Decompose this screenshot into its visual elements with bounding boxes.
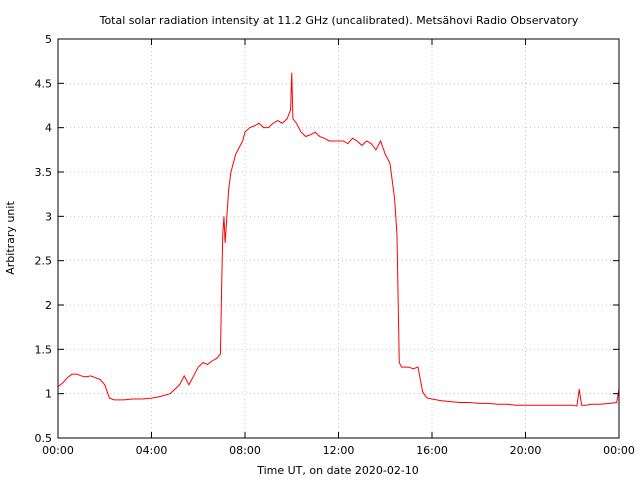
y-tick-label: 3 bbox=[45, 210, 52, 223]
grid bbox=[58, 39, 619, 438]
x-axis-label: Time UT, on date 2020-02-10 bbox=[256, 464, 419, 477]
x-tick-label: 20:00 bbox=[510, 444, 542, 457]
ticks: 0.5 1 1.5 2 2.5 3 3.5 4 4.5 5 00:00 04:00 08:00 12:00… bbox=[35, 33, 635, 457]
series-line bbox=[57, 72, 620, 407]
y-tick-label: 4.5 bbox=[35, 77, 53, 90]
x-tick-label: 00:00 bbox=[42, 444, 74, 457]
y-tick-label: 1 bbox=[45, 388, 52, 401]
x-tick-label: 12:00 bbox=[323, 444, 355, 457]
x-tick-label: 16:00 bbox=[416, 444, 448, 457]
y-tick-label: 2.5 bbox=[35, 255, 53, 268]
y-tick-label: 3.5 bbox=[35, 166, 53, 179]
y-tick-label: 2 bbox=[45, 299, 52, 312]
chart-title: Total solar radiation intensity at 11.2 … bbox=[99, 14, 579, 27]
x-tick-label: 04:00 bbox=[136, 444, 168, 457]
y-tick-label: 4 bbox=[45, 122, 52, 135]
x-tick-label: 00:00 bbox=[603, 444, 635, 457]
plot-frame bbox=[57, 38, 620, 439]
y-tick-label: 0.5 bbox=[35, 432, 53, 445]
y-axis-label: Arbitrary unit bbox=[4, 201, 17, 275]
x-tick-label: 08:00 bbox=[229, 444, 261, 457]
y-tick-label: 5 bbox=[45, 33, 52, 46]
y-tick-label: 1.5 bbox=[35, 343, 53, 356]
